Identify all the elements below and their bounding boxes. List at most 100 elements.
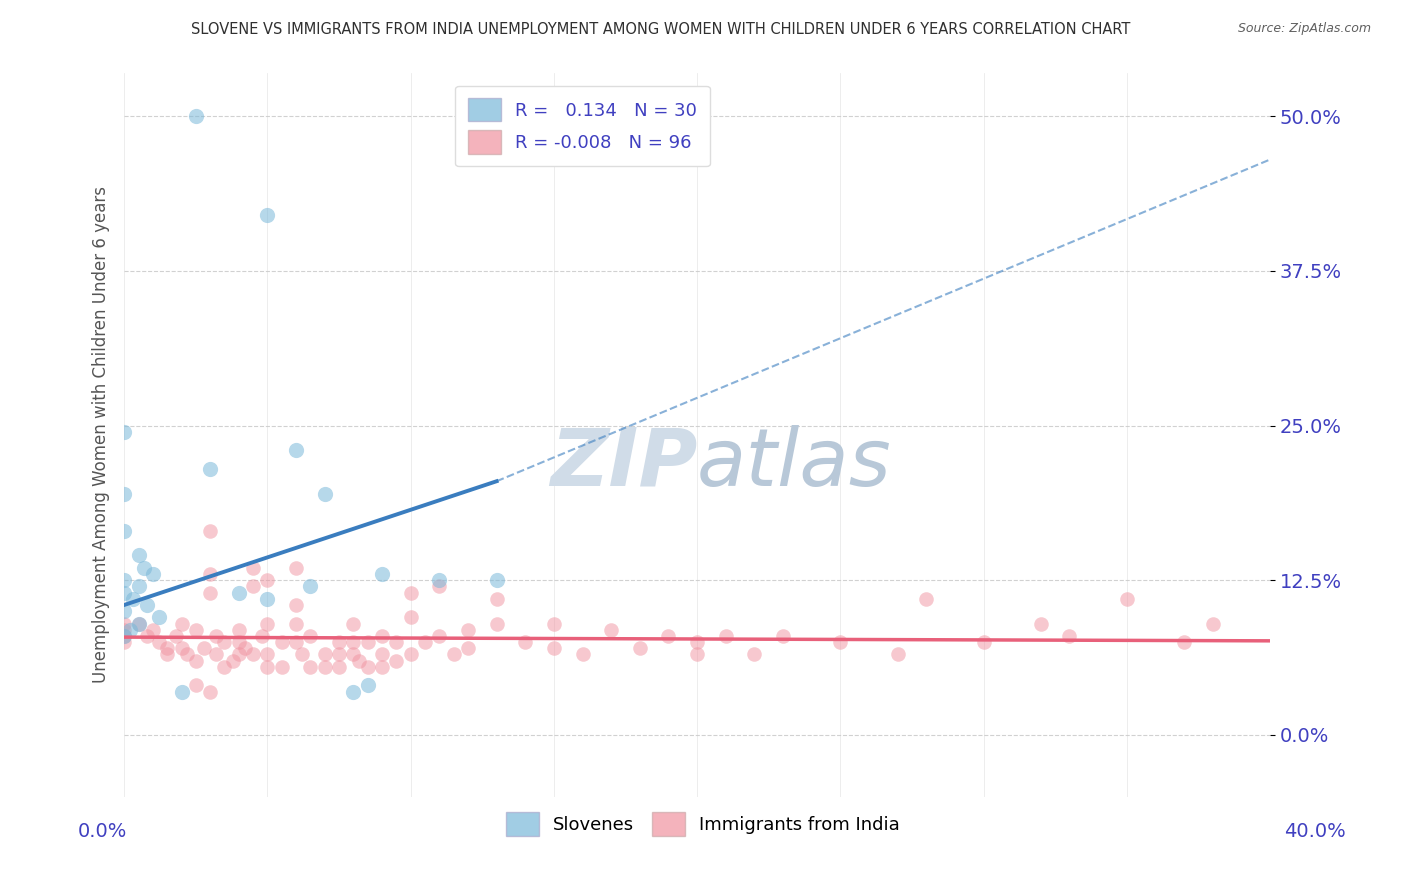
Point	[1201, 616, 1223, 631]
Point	[399, 585, 422, 599]
Point	[112, 629, 135, 643]
Point	[134, 561, 156, 575]
Point	[328, 648, 350, 662]
Point	[156, 641, 179, 656]
Point	[744, 648, 766, 662]
Point	[1173, 635, 1195, 649]
Point	[270, 660, 292, 674]
Point	[193, 641, 215, 656]
Point	[270, 635, 292, 649]
Point	[427, 579, 450, 593]
Text: 0.0%: 0.0%	[77, 822, 128, 840]
Point	[250, 629, 273, 643]
Point	[142, 623, 165, 637]
Text: atlas: atlas	[697, 425, 891, 503]
Point	[112, 616, 135, 631]
Point	[342, 616, 364, 631]
Point	[256, 208, 278, 222]
Point	[198, 462, 221, 476]
Point	[242, 579, 264, 593]
Point	[314, 648, 336, 662]
Point	[686, 635, 709, 649]
Point	[256, 648, 278, 662]
Point	[198, 567, 221, 582]
Point	[256, 573, 278, 587]
Text: Source: ZipAtlas.com: Source: ZipAtlas.com	[1237, 22, 1371, 36]
Point	[112, 635, 135, 649]
Point	[291, 648, 314, 662]
Point	[112, 623, 135, 637]
Point	[299, 579, 322, 593]
Point	[457, 641, 479, 656]
Point	[136, 598, 159, 612]
Legend: R =   0.134   N = 30, R = -0.008   N = 96: R = 0.134 N = 30, R = -0.008 N = 96	[456, 86, 710, 166]
Point	[242, 561, 264, 575]
Point	[156, 648, 179, 662]
Y-axis label: Unemployment Among Women with Children Under 6 years: Unemployment Among Women with Children U…	[93, 186, 110, 683]
Point	[314, 660, 336, 674]
Legend: Slovenes, Immigrants from India: Slovenes, Immigrants from India	[499, 805, 907, 843]
Point	[543, 616, 565, 631]
Point	[299, 660, 322, 674]
Point	[112, 425, 135, 439]
Point	[256, 660, 278, 674]
Point	[328, 660, 350, 674]
Point	[112, 486, 135, 500]
Point	[830, 635, 852, 649]
Point	[385, 635, 408, 649]
Point	[686, 648, 709, 662]
Point	[184, 623, 207, 637]
Point	[628, 641, 651, 656]
Point	[342, 684, 364, 698]
Point	[112, 604, 135, 618]
Point	[112, 524, 135, 538]
Point	[112, 585, 135, 599]
Point	[214, 635, 236, 649]
Point	[371, 660, 394, 674]
Point	[118, 623, 141, 637]
Point	[915, 591, 938, 606]
Point	[285, 561, 308, 575]
Point	[228, 585, 250, 599]
Point	[657, 629, 679, 643]
Point	[485, 573, 508, 587]
Point	[170, 641, 193, 656]
Point	[222, 654, 245, 668]
Point	[1059, 629, 1081, 643]
Point	[1029, 616, 1052, 631]
Point	[600, 623, 623, 637]
Point	[228, 648, 250, 662]
Point	[347, 654, 370, 668]
Point	[112, 629, 135, 643]
Point	[285, 616, 308, 631]
Point	[128, 579, 150, 593]
Point	[112, 573, 135, 587]
Point	[205, 648, 228, 662]
Point	[142, 567, 165, 582]
Point	[371, 648, 394, 662]
Point	[128, 616, 150, 631]
Point	[314, 486, 336, 500]
Point	[485, 616, 508, 631]
Point	[772, 629, 794, 643]
Point	[148, 610, 170, 624]
Point	[242, 648, 264, 662]
Point	[457, 623, 479, 637]
Point	[184, 678, 207, 692]
Point	[136, 629, 159, 643]
Point	[128, 616, 150, 631]
Point	[184, 109, 207, 123]
Text: 40.0%: 40.0%	[1284, 822, 1346, 840]
Point	[198, 524, 221, 538]
Point	[973, 635, 995, 649]
Point	[342, 648, 364, 662]
Point	[228, 623, 250, 637]
Point	[1115, 591, 1137, 606]
Point	[170, 684, 193, 698]
Point	[371, 629, 394, 643]
Point	[184, 654, 207, 668]
Point	[214, 660, 236, 674]
Point	[413, 635, 436, 649]
Point	[170, 616, 193, 631]
Point	[285, 635, 308, 649]
